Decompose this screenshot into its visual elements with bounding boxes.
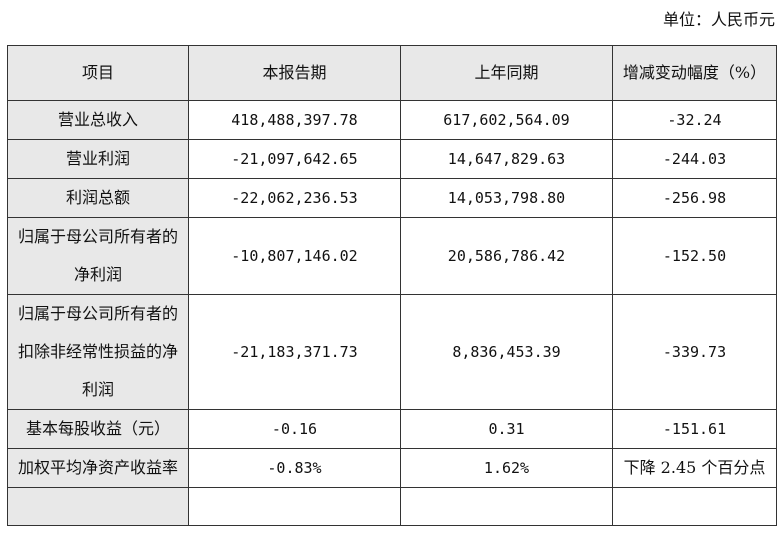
header-item: 项目 <box>7 45 189 101</box>
table-row: 基本每股收益（元） -0.16 0.31 -151.61 <box>7 409 777 449</box>
change-value: -32.24 <box>612 100 777 140</box>
table-row: 利润总额 -22,062,236.53 14,053,798.80 -256.9… <box>7 178 777 218</box>
row-label: 营业总收入 <box>7 100 189 140</box>
current-value: -0.83% <box>188 448 401 488</box>
change-value: -244.03 <box>612 139 777 179</box>
change-value: 下降 2.45 个百分点 <box>612 448 777 488</box>
financial-summary-table: 项目 本报告期 上年同期 增减变动幅度（%） 营业总收入 418,488,397… <box>7 45 777 526</box>
prior-value: 1.62% <box>400 448 613 488</box>
change-value: -256.98 <box>612 178 777 218</box>
table-row: 归属于母公司所有者的净利润 -10,807,146.02 20,586,786.… <box>7 217 777 295</box>
change-value: -339.73 <box>612 294 777 410</box>
table-row-cut <box>7 487 777 526</box>
row-label: 利润总额 <box>7 178 189 218</box>
row-label: 加权平均净资产收益率 <box>7 448 189 488</box>
header-current: 本报告期 <box>188 45 401 101</box>
table-row: 归属于母公司所有者的扣除非经常性损益的净利润 -21,183,371.73 8,… <box>7 294 777 410</box>
prior-value: 14,053,798.80 <box>400 178 613 218</box>
prior-value: 0.31 <box>400 409 613 449</box>
current-value: 418,488,397.78 <box>188 100 401 140</box>
table-row: 营业总收入 418,488,397.78 617,602,564.09 -32.… <box>7 100 777 140</box>
unit-label: 单位：人民币元 <box>662 10 775 29</box>
prior-value: 8,836,453.39 <box>400 294 613 410</box>
change-value: -151.61 <box>612 409 777 449</box>
row-label: 基本每股收益（元） <box>7 409 189 449</box>
prior-value: 617,602,564.09 <box>400 100 613 140</box>
row-label: 归属于母公司所有者的扣除非经常性损益的净利润 <box>7 294 189 410</box>
prior-value: 14,647,829.63 <box>400 139 613 179</box>
prior-value: 20,586,786.42 <box>400 217 613 295</box>
row-label: 营业利润 <box>7 139 189 179</box>
change-value <box>612 487 777 526</box>
current-value: -10,807,146.02 <box>188 217 401 295</box>
prior-value <box>400 487 613 526</box>
header-prior: 上年同期 <box>400 45 613 101</box>
change-value: -152.50 <box>612 217 777 295</box>
current-value: -0.16 <box>188 409 401 449</box>
table-header-row: 项目 本报告期 上年同期 增减变动幅度（%） <box>7 45 777 101</box>
table-row: 营业利润 -21,097,642.65 14,647,829.63 -244.0… <box>7 139 777 179</box>
current-value <box>188 487 401 526</box>
current-value: -22,062,236.53 <box>188 178 401 218</box>
table-row: 加权平均净资产收益率 -0.83% 1.62% 下降 2.45 个百分点 <box>7 448 777 488</box>
current-value: -21,183,371.73 <box>188 294 401 410</box>
row-label: 归属于母公司所有者的净利润 <box>7 217 189 295</box>
row-label <box>7 487 189 526</box>
current-value: -21,097,642.65 <box>188 139 401 179</box>
header-change: 增减变动幅度（%） <box>612 45 777 101</box>
